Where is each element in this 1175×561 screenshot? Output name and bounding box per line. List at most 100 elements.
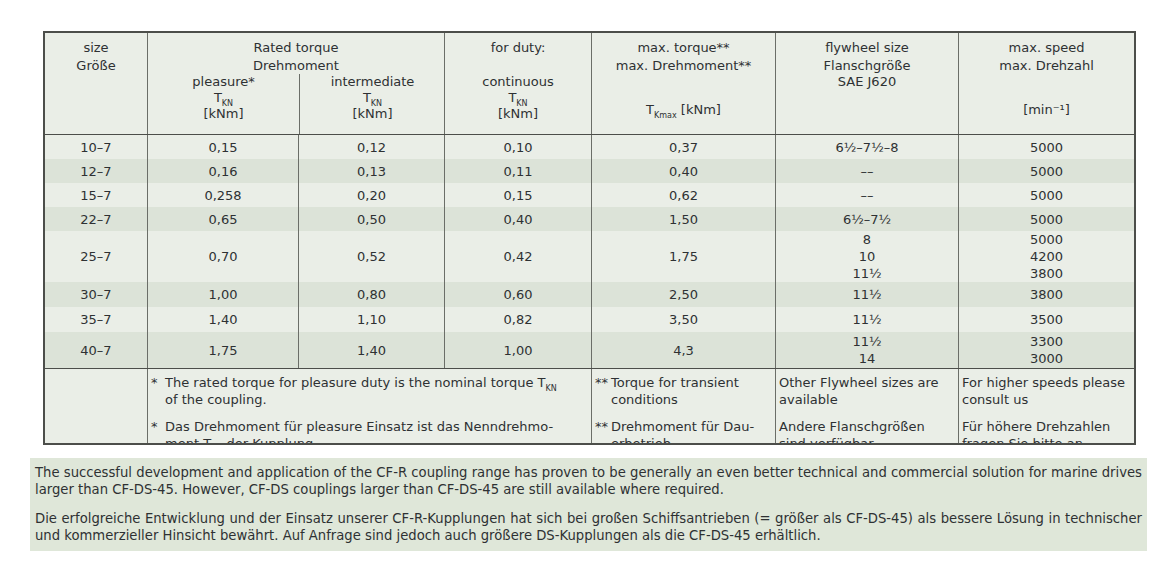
cell-flywheel: –– <box>775 159 958 183</box>
cell-flywheel: 11½ <box>775 282 958 307</box>
cell-size: 30–7 <box>45 282 147 307</box>
footnote-empty-cell <box>45 369 147 445</box>
header-duty-label: for duty: <box>445 39 591 57</box>
header-max-speed-en: max. speed <box>959 39 1134 57</box>
header-rated-torque-group: Rated torque Drehmoment pleasure* TKN [k… <box>147 33 444 134</box>
footnote-rated-en: * The rated torque for pleasure duty is … <box>151 375 588 408</box>
cell-intermediate: 0,13 <box>298 159 444 183</box>
header-intermediate-symbol: TKN <box>363 90 382 106</box>
asterisk-marker: * <box>151 419 165 445</box>
header-intermediate-label: intermediate <box>331 74 415 90</box>
cell-pleasure: 0,16 <box>147 159 298 183</box>
cell-speed: 5000 <box>958 135 1134 159</box>
cell-pleasure: 0,70 <box>147 231 298 282</box>
cell-continuous: 0,40 <box>444 207 591 231</box>
cell-continuous: 0,10 <box>444 135 591 159</box>
cell-size: 15–7 <box>45 183 147 207</box>
header-size-en: size <box>45 39 147 57</box>
header-flywheel: flywheel size Flanschgröße SAE J620 <box>775 33 958 134</box>
cell-speed: 5000 <box>958 207 1134 231</box>
cell-pleasure: 1,40 <box>147 307 298 332</box>
table-row: 15–7 0,258 0,20 0,15 0,62 –– 5000 <box>45 183 1134 207</box>
header-size: size Größe <box>45 33 147 134</box>
cell-speed: 5000 <box>958 159 1134 183</box>
cell-pleasure: 0,15 <box>147 135 298 159</box>
footnote-speed-de: Für höhere Drehzahlen fragen Sie bitte a… <box>962 419 1131 445</box>
note-paragraph-de: Die erfolgreiche Entwicklung und der Ein… <box>35 510 1142 544</box>
table-row: 10–7 0,15 0,12 0,10 0,37 6½–7½–8 5000 <box>45 135 1134 159</box>
footnote-flywheel-en: Other Flywheel sizes are available <box>779 375 955 408</box>
cell-flywheel: 11½ <box>775 307 958 332</box>
cell-max-torque: 2,50 <box>591 282 775 307</box>
cell-max-torque: 1,75 <box>591 231 775 282</box>
cell-flywheel: –– <box>775 183 958 207</box>
asterisk-marker: * <box>151 375 165 408</box>
footnote-max-torque: ** Torque for transient conditions ** Dr… <box>591 369 775 445</box>
footnote-speed-en: For higher speeds please consult us <box>962 375 1131 408</box>
cell-max-torque: 0,37 <box>591 135 775 159</box>
cell-max-torque: 0,40 <box>591 159 775 183</box>
header-intermediate: intermediate TKN [kNm] <box>299 74 445 134</box>
cell-continuous: 0,60 <box>444 282 591 307</box>
header-max-speed: max. speed max. Drehzahl [min⁻¹] <box>958 33 1134 134</box>
cell-speed: 5000 <box>958 183 1134 207</box>
table-row: 35–7 1,40 1,10 0,82 3,50 11½ 3500 <box>45 307 1134 332</box>
cell-speed: 3800 <box>958 282 1134 307</box>
cell-speed: 5000 4200 3800 <box>958 231 1134 282</box>
header-continuous-symbol: TKN <box>445 90 591 106</box>
header-max-torque-de: max. Drehmoment** <box>592 57 775 75</box>
header-max-speed-de: max. Drehzahl <box>959 57 1134 75</box>
cell-continuous: 1,00 <box>444 332 591 368</box>
header-max-torque: max. torque** max. Drehmoment** TKmax [k… <box>591 33 775 134</box>
table-row: 25–7 0,70 0,52 0,42 1,75 8 10 11½ 5000 4… <box>45 231 1134 282</box>
cell-intermediate: 0,12 <box>298 135 444 159</box>
table-row: 12–7 0,16 0,13 0,11 0,40 –– 5000 <box>45 159 1134 183</box>
cell-size: 25–7 <box>45 231 147 282</box>
cell-speed: 3500 <box>958 307 1134 332</box>
note-paragraph-en: The successful development and applicati… <box>35 464 1142 498</box>
cell-pleasure: 1,75 <box>147 332 298 368</box>
cell-pleasure: 1,00 <box>147 282 298 307</box>
footnote-max-torque-de: ** Drehmoment für Dau- erbetrieb <box>595 419 772 445</box>
cell-size: 40–7 <box>45 332 147 368</box>
cell-flywheel: 6½–7½ <box>775 207 958 231</box>
header-pleasure: pleasure* TKN [kNm] <box>148 74 299 134</box>
header-rated-en: Rated torque <box>148 39 444 57</box>
cell-size: 10–7 <box>45 135 147 159</box>
footnote-max-torque-en: ** Torque for transient conditions <box>595 375 772 408</box>
cell-speed: 3300 3000 <box>958 332 1134 368</box>
footnote-speed: For higher speeds please consult us Für … <box>958 369 1134 445</box>
footnote-rated-de: * Das Drehmoment für pleasure Einsatz is… <box>151 419 588 445</box>
header-max-torque-en: max. torque** <box>592 39 775 57</box>
header-continuous-label: continuous <box>445 74 591 90</box>
cell-size: 12–7 <box>45 159 147 183</box>
table-row: 30–7 1,00 0,80 0,60 2,50 11½ 3800 <box>45 282 1134 307</box>
cell-intermediate: 0,80 <box>298 282 444 307</box>
header-rated-de: Drehmoment <box>148 57 444 75</box>
header-pleasure-label: pleasure* <box>192 74 254 90</box>
header-pleasure-unit: [kNm] <box>203 106 243 122</box>
cell-intermediate: 0,52 <box>298 231 444 282</box>
cell-max-torque: 4,3 <box>591 332 775 368</box>
header-max-torque-symbol: TKmax [kNm] <box>592 102 775 118</box>
footnote-flywheel: Other Flywheel sizes are available Ander… <box>775 369 958 445</box>
table-body: 10–7 0,15 0,12 0,10 0,37 6½–7½–8 5000 12… <box>45 135 1134 368</box>
cell-continuous: 0,82 <box>444 307 591 332</box>
footnote-rated-torque: * The rated torque for pleasure duty is … <box>147 369 591 445</box>
cell-continuous: 0,42 <box>444 231 591 282</box>
cell-size: 22–7 <box>45 207 147 231</box>
header-pleasure-symbol: TKN <box>214 90 233 106</box>
header-intermediate-unit: [kNm] <box>352 106 392 122</box>
table-row: 40–7 1,75 1,40 1,00 4,3 11½ 14 3300 3000 <box>45 332 1134 368</box>
cell-intermediate: 1,40 <box>298 332 444 368</box>
table-header: size Größe Rated torque Drehmoment pleas… <box>45 33 1134 135</box>
header-size-de: Größe <box>45 57 147 75</box>
cell-intermediate: 1,10 <box>298 307 444 332</box>
cell-continuous: 0,11 <box>444 159 591 183</box>
header-flywheel-standard: SAE J620 <box>776 74 958 90</box>
coupling-data-table: size Größe Rated torque Drehmoment pleas… <box>43 31 1136 445</box>
footnote-flywheel-de: Andere Flanschgrößen sind verfügbar <box>779 419 955 445</box>
header-max-speed-unit: [min⁻¹] <box>959 102 1134 118</box>
table-footnotes: * The rated torque for pleasure duty is … <box>45 368 1134 445</box>
cell-pleasure: 0,65 <box>147 207 298 231</box>
